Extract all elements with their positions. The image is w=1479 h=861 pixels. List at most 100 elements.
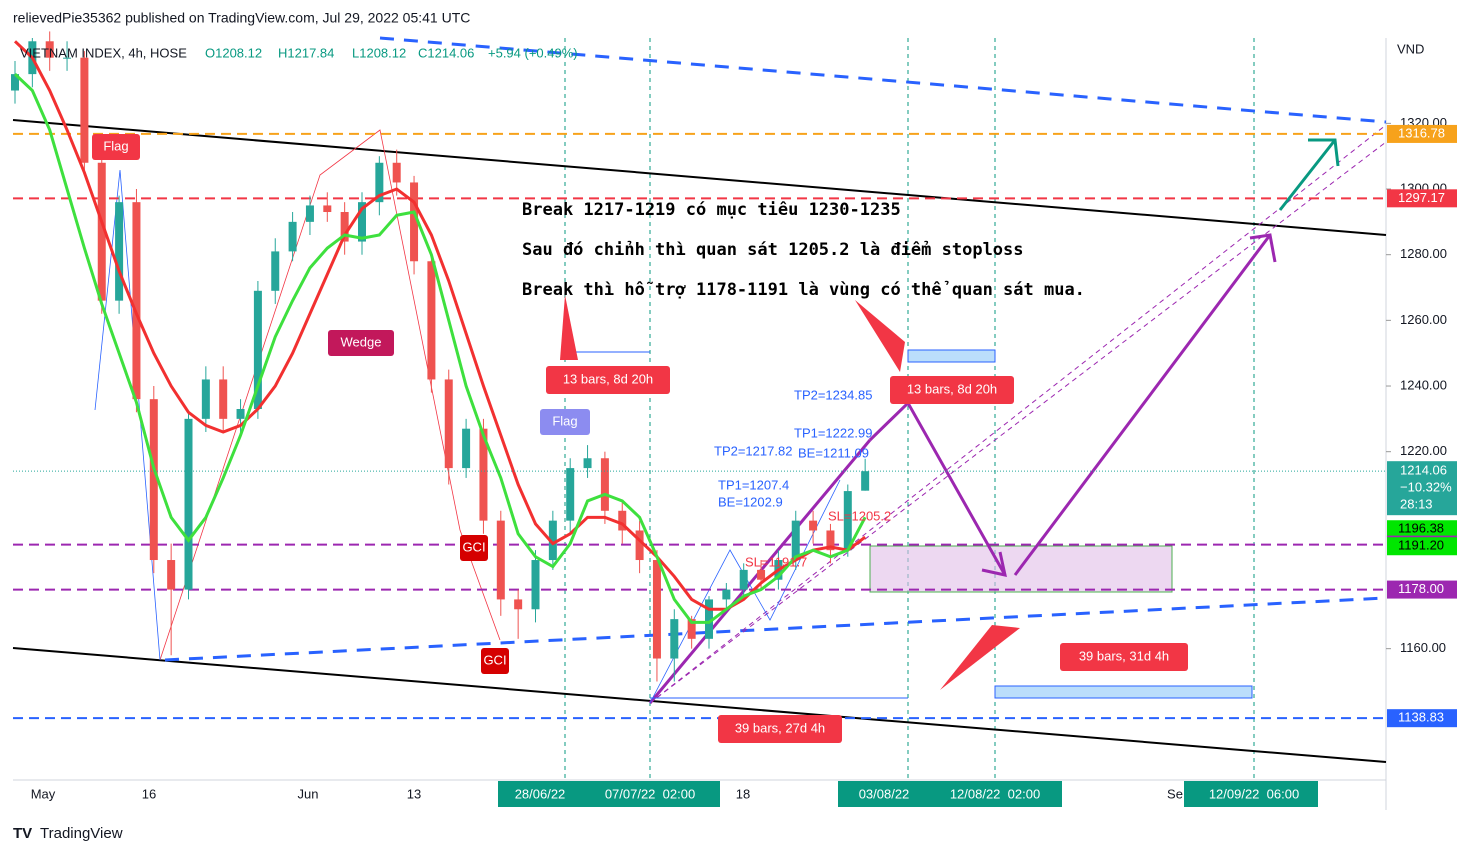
note: Sau đó chỉnh thì quan sát 1205.2 là điểm…: [522, 239, 1024, 260]
range-label: 39 bars, 27d 4h: [735, 720, 825, 735]
candle-body: [600, 458, 609, 511]
candle-body: [115, 202, 124, 301]
y-tick-label: 1260.00: [1400, 312, 1447, 327]
pattern-label: GCI: [462, 539, 485, 554]
candle-body: [375, 162, 384, 203]
pattern-label-bg: [92, 134, 140, 160]
candle-body: [305, 205, 314, 222]
pattern-label-bg: [460, 535, 488, 561]
price-tag: [1387, 124, 1457, 143]
candle-body: [444, 379, 453, 469]
range-label-bg: [1060, 643, 1188, 671]
target-label: TP1=1222.99: [794, 425, 872, 440]
candle-body: [809, 520, 818, 531]
candle-body: [201, 379, 210, 419]
x-tick-label: May: [31, 786, 56, 801]
target-label: BE=1202.9: [718, 494, 783, 509]
candle-body: [635, 530, 644, 561]
candle-body: [843, 491, 852, 551]
x-label-bg: [498, 781, 582, 807]
price-tag-label: 1196.38: [1398, 521, 1444, 536]
drawings: [12, 36, 1387, 810]
candle-body: [548, 520, 557, 561]
x-tick-label: 12/08/22 02:00: [950, 786, 1040, 801]
candle-body: [566, 468, 575, 521]
target-label: SL=1191.7: [745, 554, 807, 569]
candle-body: [132, 202, 141, 400]
range-label-bg: [890, 376, 1014, 404]
candle-body: [392, 162, 401, 183]
price-tag-label: 1297.17: [1398, 190, 1445, 205]
range-label-bg: [718, 715, 842, 743]
range-label: 13 bars, 8d 20h: [563, 371, 653, 386]
y-tick-label: 1220.00: [1400, 443, 1447, 458]
x-label-bg: [582, 781, 720, 807]
price-tag-label: 1178.00: [1398, 581, 1444, 596]
x-label-bg: [838, 781, 922, 807]
ohlc-value: O1208.12: [205, 45, 262, 60]
candle-body: [410, 182, 419, 262]
candle-body: [861, 471, 870, 491]
candle-body: [479, 428, 488, 521]
candle-body: [323, 205, 332, 213]
candle-body: [583, 458, 592, 469]
price-tag-label: 1316.78: [1398, 125, 1445, 140]
target-label: BE=1211.09: [798, 445, 869, 460]
candle-body: [167, 560, 176, 590]
target-label: TP2=1217.82: [714, 443, 792, 458]
candle-body: [97, 162, 106, 301]
pattern-label: Flag: [103, 138, 128, 153]
last-price: 1214.06: [1400, 463, 1447, 478]
x-tick-label: 12/09/22 06:00: [1209, 786, 1299, 801]
candle-body: [670, 619, 679, 659]
x-tick-label: 07/07/22 02:00: [605, 786, 695, 801]
x-tick-label: Se: [1167, 786, 1183, 801]
pattern-label-bg: [481, 648, 509, 674]
price-tag-label: 1138.83: [1398, 710, 1444, 725]
target-label: TP2=1234.85: [794, 387, 872, 402]
moving-average: [13, 40, 867, 611]
candle-body: [826, 530, 835, 551]
candle-body: [514, 599, 523, 610]
candle-body: [80, 57, 89, 163]
candle-body: [11, 74, 19, 91]
candle-body: [705, 599, 713, 639]
last-change: −10.32%: [1400, 480, 1452, 495]
price-tag: [1387, 709, 1457, 728]
candle-body: [722, 589, 731, 600]
ohlc-value: +5.94 (+0.49%): [488, 45, 578, 60]
pattern-label: GCI: [483, 652, 506, 667]
y-tick-label: 1280.00: [1400, 246, 1447, 261]
symbol: VIETNAM INDEX, 4h, HOSE: [20, 45, 187, 60]
candle-body: [496, 520, 505, 600]
range-label: 13 bars, 8d 20h: [907, 381, 997, 396]
x-label-bg: [922, 781, 1062, 807]
x-tick-label: Jun: [298, 786, 319, 801]
candle-body: [739, 569, 748, 590]
x-tick-label: 18: [736, 786, 750, 801]
x-tick-label: 28/06/22: [515, 786, 566, 801]
candle-body: [791, 520, 800, 561]
x-tick-label: 03/08/22: [859, 786, 910, 801]
candle-body: [358, 202, 366, 242]
candle-body: [149, 399, 158, 561]
ohlc-value: L1208.12: [352, 45, 406, 60]
y-tick-label: 1160.00: [1400, 640, 1446, 655]
moving-average: [13, 73, 867, 624]
countdown: 28:13: [1400, 497, 1433, 512]
candle-body: [288, 221, 297, 252]
pattern-label: Flag: [552, 413, 577, 428]
candle-body: [236, 409, 245, 419]
ohlc-value: H1217.84: [278, 45, 334, 60]
note: Break 1217-1219 có mục tiêu 1230-1235: [522, 200, 901, 220]
candle-body: [531, 560, 540, 610]
candle-body: [271, 251, 280, 291]
target-label: SL=1205.2: [828, 508, 891, 523]
x-label-bg: [1184, 781, 1318, 807]
brand: TradingView: [40, 825, 123, 842]
currency: VND: [1397, 41, 1424, 56]
candle-body: [652, 560, 661, 659]
logo: TV: [13, 825, 32, 842]
x-tick-label: 16: [142, 786, 156, 801]
x-tick-label: 13: [407, 786, 421, 801]
